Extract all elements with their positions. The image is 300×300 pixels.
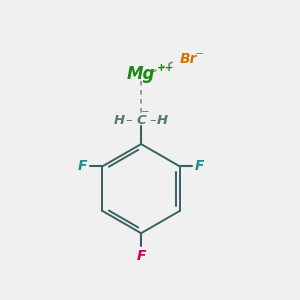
Text: H: H: [157, 114, 168, 127]
Text: −: −: [141, 107, 149, 117]
Text: ++: ++: [157, 63, 174, 73]
Text: F: F: [195, 159, 204, 173]
Text: –: –: [125, 114, 132, 127]
Text: Mg: Mg: [127, 65, 155, 83]
Text: Br: Br: [180, 52, 197, 66]
Text: F: F: [136, 249, 146, 263]
Text: H: H: [114, 114, 125, 127]
Text: –: –: [149, 114, 156, 127]
Text: −: −: [195, 49, 204, 59]
Text: F: F: [78, 159, 88, 173]
Text: C: C: [136, 114, 146, 127]
